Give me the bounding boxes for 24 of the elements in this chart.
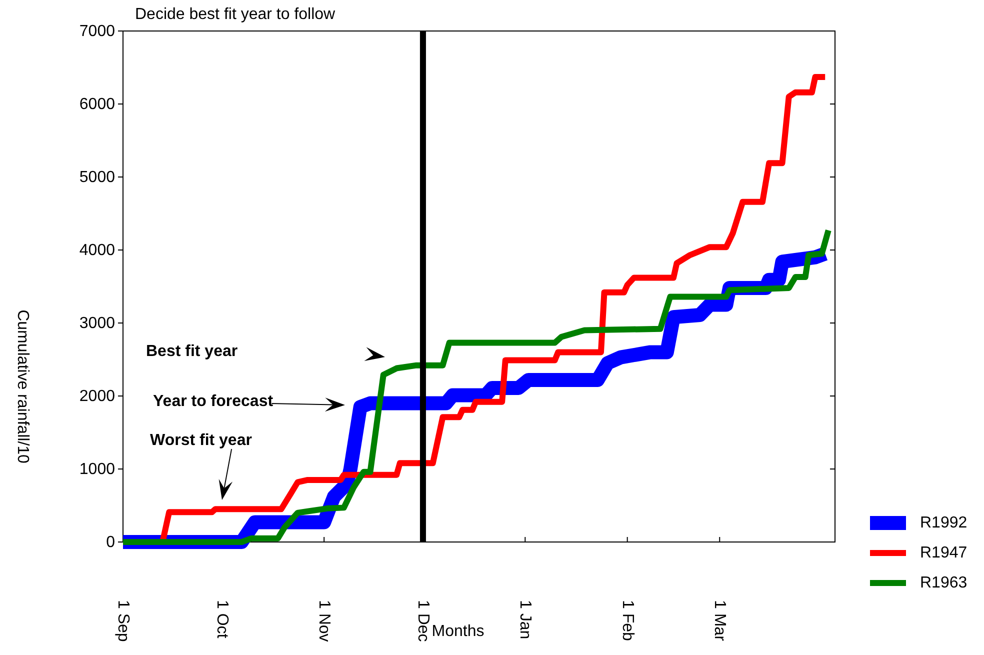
- annotation: Best fit year: [146, 343, 238, 360]
- y-tick-label: 7000: [79, 23, 116, 40]
- y-axis-title: Cumulative rainfall/10: [14, 310, 31, 464]
- x-tick-label: 1 Mar: [711, 600, 728, 642]
- x-tick-label: 1 Feb: [618, 600, 636, 642]
- y-tick-label: 5000: [79, 169, 116, 186]
- y-tick-label: 2000: [79, 388, 116, 406]
- legend-label: R1992: [920, 514, 968, 532]
- y-tick-label: 1000: [79, 461, 116, 478]
- x-tick-label: 1 Oct: [213, 600, 230, 639]
- legend-label: R1963: [920, 574, 968, 592]
- legend-label: R1947: [920, 544, 968, 562]
- chart-title: Decide best fit year to follow: [135, 6, 336, 23]
- x-tick-label: 1 Sep: [114, 600, 132, 642]
- x-tick-label: 1 Jan: [516, 600, 534, 640]
- y-tick-label: 0: [106, 534, 116, 552]
- y-tick-label: 6000: [79, 96, 116, 114]
- y-tick-label: 3000: [79, 315, 116, 332]
- annotation: Year to forecast: [153, 393, 274, 410]
- x-tick-label: 1 Dec: [414, 600, 432, 642]
- x-axis-title: Months: [432, 623, 484, 640]
- annotation: Worst fit year: [150, 432, 252, 449]
- x-tick-label: 1 Nov: [316, 600, 333, 642]
- y-tick-label: 4000: [79, 242, 116, 260]
